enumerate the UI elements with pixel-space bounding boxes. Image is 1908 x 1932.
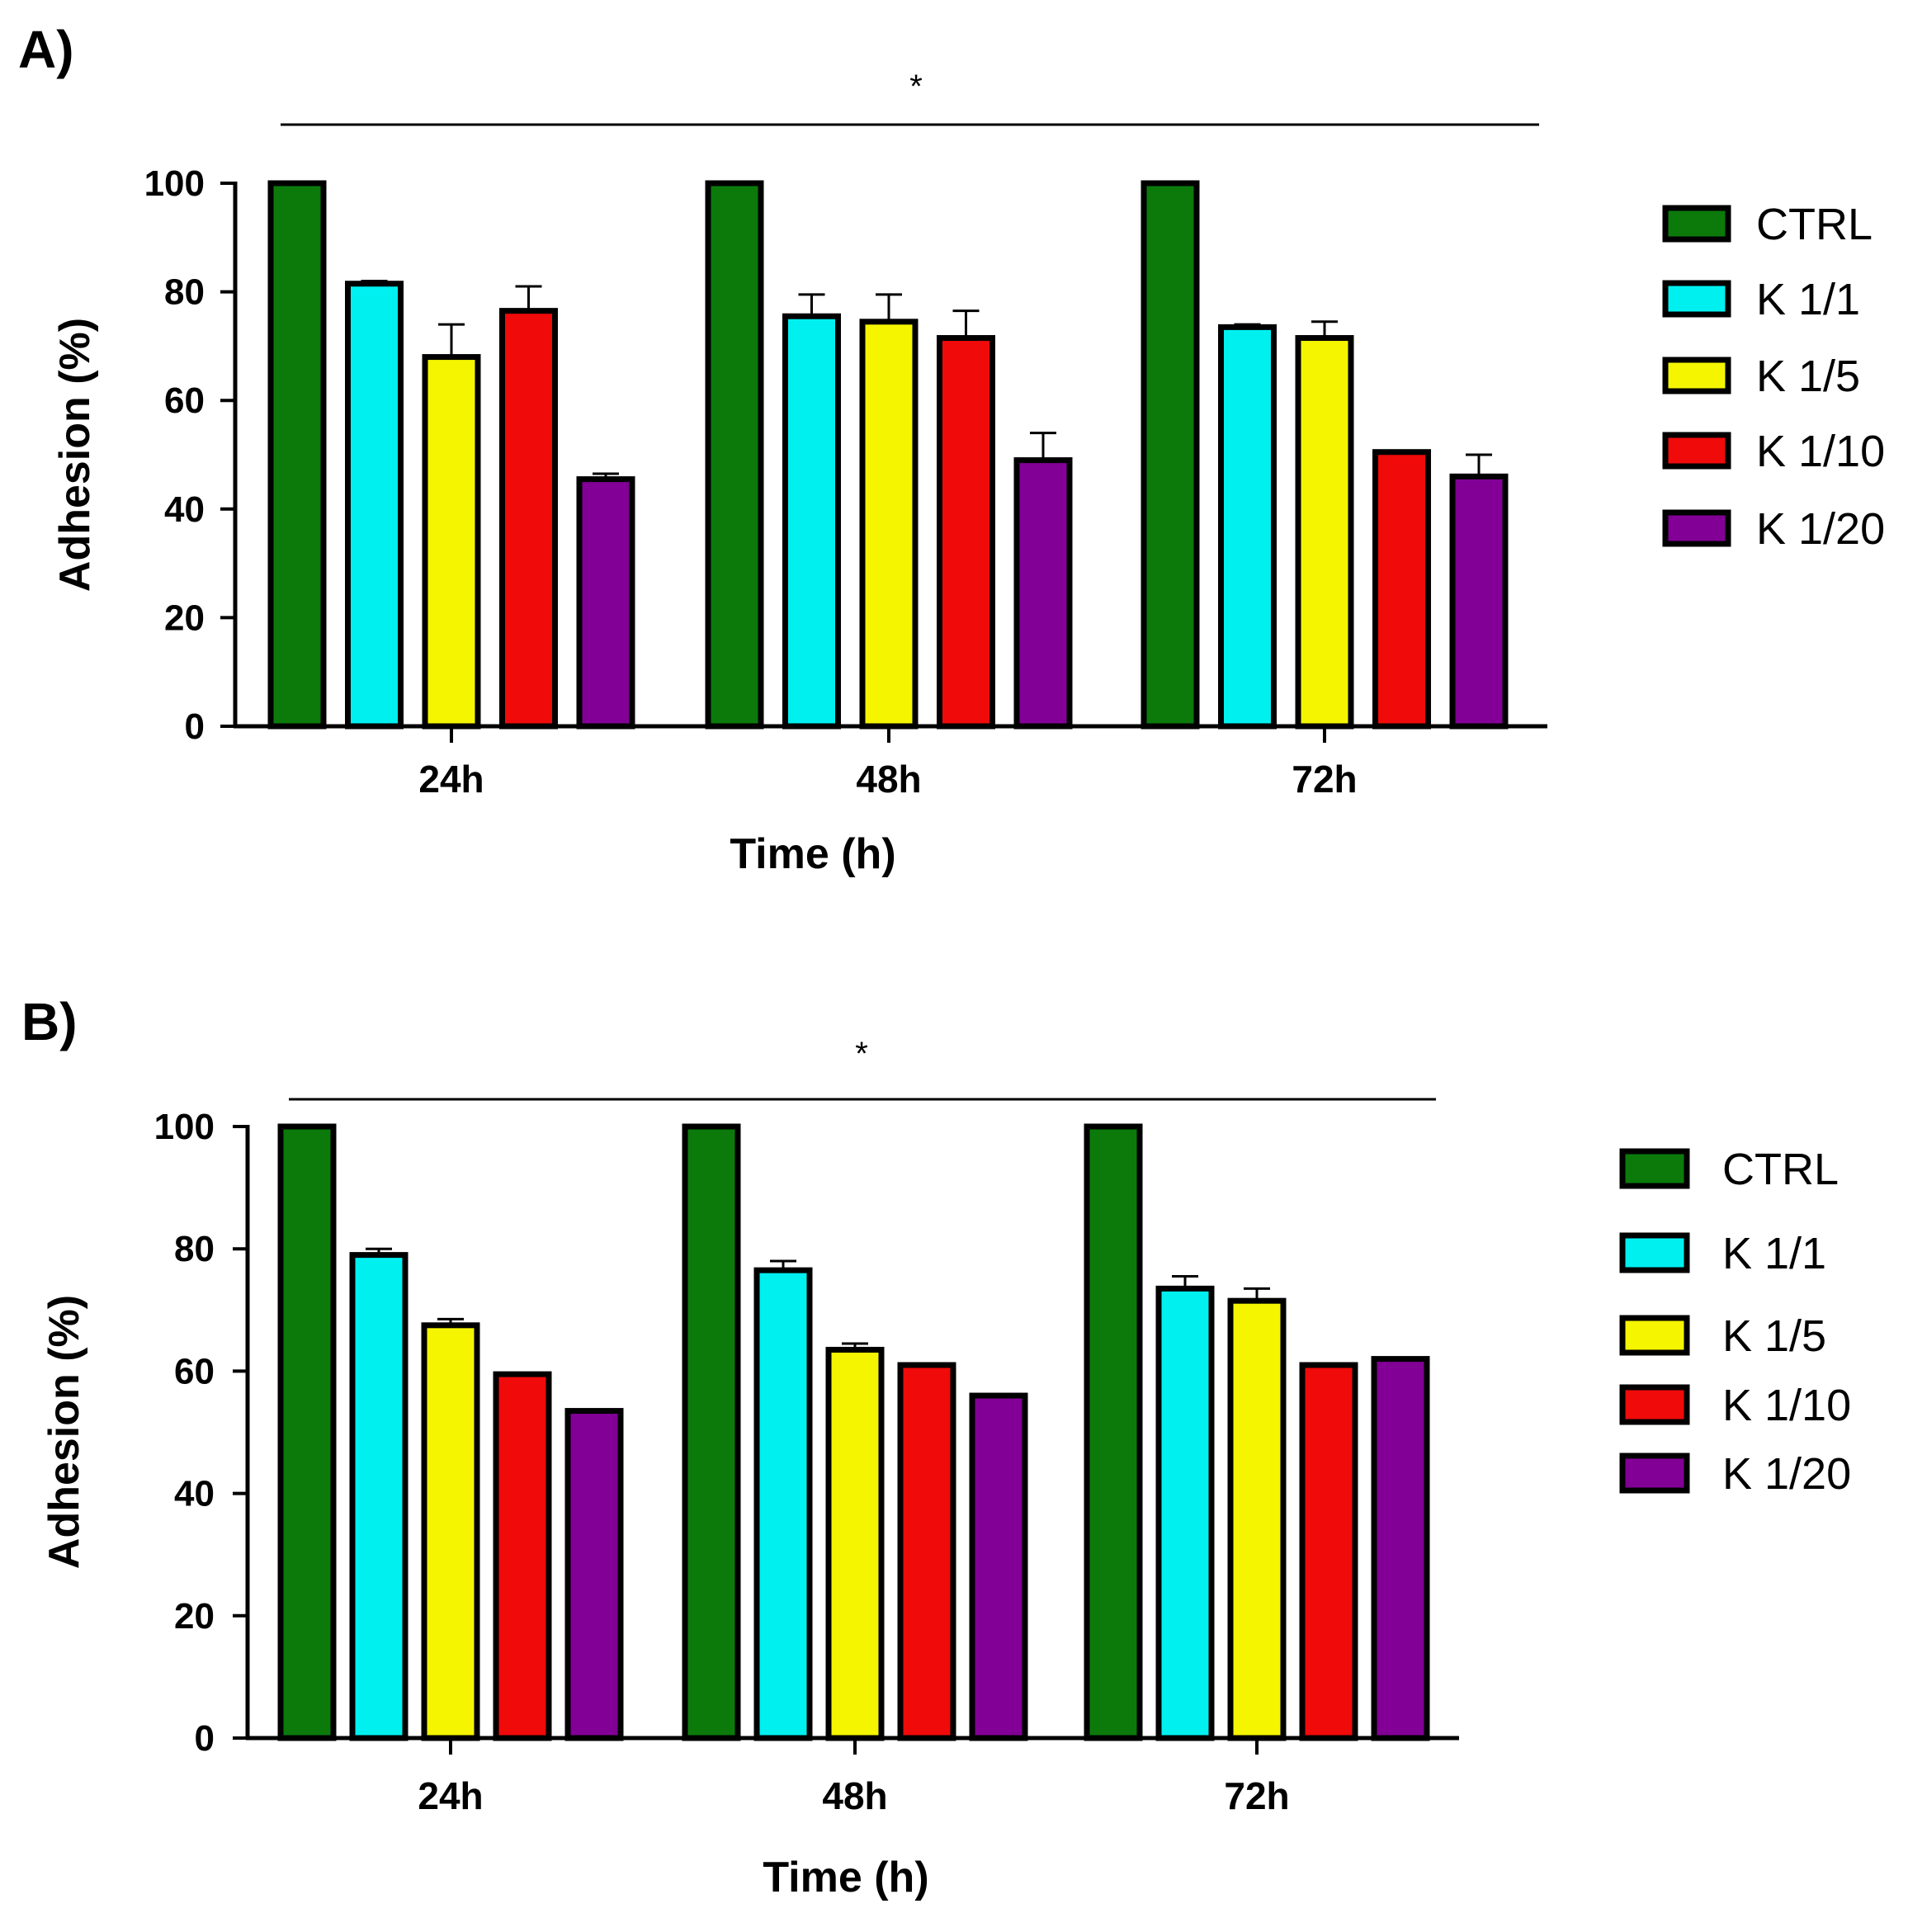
- legend: CTRL K 1/1 K 1/5 K 1/10 K 1/20: [1619, 1145, 1851, 1499]
- panel-label: A): [18, 20, 74, 79]
- bar-k-1-1-48h: [753, 1267, 813, 1741]
- legend-label: K 1/20: [1722, 1449, 1851, 1499]
- bar-k-1-1-72h: [1218, 324, 1277, 730]
- legend-swatch: [1619, 1148, 1690, 1189]
- y-tick-label: 40: [174, 1474, 215, 1514]
- significance-marker: *: [909, 68, 923, 105]
- bar-k-1-10-48h: [897, 1362, 956, 1741]
- bar-ctrl-72h: [1084, 1123, 1143, 1741]
- legend-label: K 1/20: [1756, 504, 1885, 554]
- bar-k-1-5-24h: [422, 354, 481, 730]
- bar-ctrl-24h: [277, 1123, 337, 1741]
- legend-label: K 1/10: [1722, 1381, 1851, 1430]
- legend-swatch: [1662, 432, 1731, 470]
- bar-k-1-5-24h: [421, 1322, 480, 1741]
- bar-ctrl-48h: [705, 180, 764, 730]
- x-axis-title: Time (h): [730, 830, 895, 878]
- legend-swatch: [1619, 1384, 1690, 1425]
- bar-ctrl-48h: [682, 1123, 741, 1741]
- bar-k-1-5-72h: [1227, 1297, 1287, 1741]
- bar-k-1-10-48h: [937, 335, 995, 730]
- bar-k-1-10-72h: [1372, 449, 1431, 730]
- legend-label: K 1/1: [1756, 275, 1860, 324]
- legend-swatch: [1619, 1453, 1690, 1494]
- x-tick-label: 24h: [418, 758, 484, 801]
- legend-swatch: [1662, 509, 1731, 547]
- y-tick-label: 60: [174, 1351, 215, 1391]
- x-tick-label: 72h: [1292, 758, 1357, 801]
- x-axis-title: Time (h): [763, 1854, 928, 1901]
- bar-k-1-5-72h: [1295, 335, 1354, 730]
- legend-label: K 1/1: [1722, 1229, 1826, 1278]
- bar-k-1-20-48h: [969, 1392, 1028, 1741]
- significance-marker: *: [855, 1036, 868, 1072]
- y-tick-label: 40: [164, 489, 205, 530]
- legend-swatch: [1619, 1315, 1690, 1356]
- bar-k-1-20-48h: [1013, 457, 1073, 730]
- bar-k-1-20-72h: [1449, 473, 1509, 730]
- y-tick-label: 0: [185, 706, 205, 747]
- legend-label: K 1/5: [1756, 352, 1860, 401]
- bar-k-1-10-24h: [493, 1371, 552, 1741]
- bar-k-1-1-72h: [1155, 1285, 1215, 1741]
- y-axis-title: Adhesion (%): [40, 1295, 88, 1569]
- x-tick-label: 48h: [822, 1774, 887, 1817]
- bar-k-1-5-48h: [859, 319, 919, 730]
- legend-swatch: [1662, 280, 1731, 318]
- chart-panel-a: A) * 24h 48h 72h 0 20 40 60 80 100 Time (h) Adhesion…: [18, 20, 1885, 878]
- bar-k-1-20-72h: [1371, 1356, 1430, 1741]
- bar-k-1-10-72h: [1299, 1362, 1358, 1741]
- bar-k-1-20-24h: [576, 476, 635, 730]
- y-axis-title: Adhesion (%): [51, 318, 99, 592]
- bar-ctrl-24h: [267, 180, 327, 730]
- legend-label: K 1/5: [1722, 1311, 1826, 1361]
- y-tick-label: 0: [195, 1718, 215, 1759]
- legend-swatch: [1662, 357, 1731, 394]
- legend-label: K 1/10: [1756, 427, 1885, 476]
- legend: CTRL K 1/1 K 1/5 K 1/10 K 1/20: [1662, 200, 1885, 554]
- chart-panel-b: B) * 24h 48h 72h 0 20 40 60 80 100 Time (h) Adhesion…: [21, 992, 1851, 1901]
- y-tick-label: 100: [144, 163, 205, 204]
- y-tick-label: 60: [164, 380, 205, 421]
- x-tick-label: 72h: [1224, 1774, 1289, 1817]
- y-tick-label: 20: [174, 1596, 215, 1637]
- x-tick-label: 24h: [418, 1774, 483, 1817]
- legend-swatch: [1662, 205, 1731, 243]
- bar-k-1-20-24h: [564, 1408, 624, 1741]
- bar-k-1-5-48h: [825, 1346, 885, 1741]
- legend-label: CTRL: [1722, 1145, 1839, 1194]
- bar-k-1-1-24h: [345, 281, 404, 730]
- y-tick-label: 100: [154, 1107, 215, 1147]
- bar-k-1-10-24h: [499, 308, 558, 730]
- y-tick-label: 80: [164, 272, 205, 313]
- legend-label: CTRL: [1756, 200, 1873, 249]
- bar-ctrl-72h: [1141, 180, 1200, 730]
- y-tick-label: 80: [174, 1229, 215, 1269]
- bar-k-1-1-48h: [782, 313, 841, 730]
- x-tick-label: 48h: [856, 758, 921, 801]
- legend-swatch: [1619, 1232, 1690, 1273]
- y-tick-label: 20: [164, 598, 205, 638]
- bar-k-1-1-24h: [349, 1252, 409, 1741]
- panel-label: B): [21, 992, 78, 1051]
